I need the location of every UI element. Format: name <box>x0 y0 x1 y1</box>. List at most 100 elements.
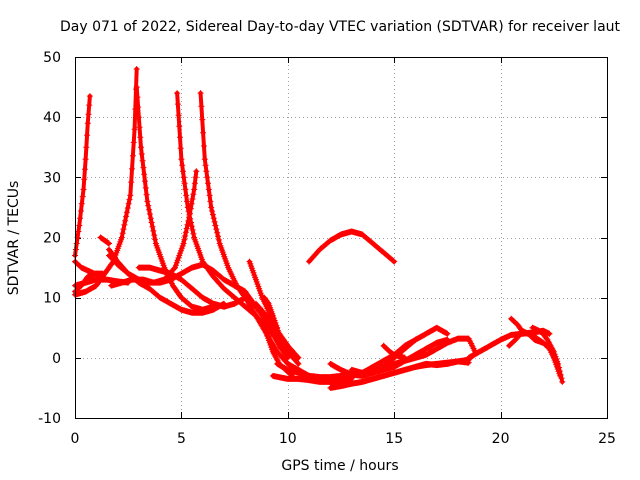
data-point <box>145 199 150 204</box>
data-point <box>266 301 271 306</box>
data-point <box>134 67 139 71</box>
data-point <box>392 364 397 369</box>
data-point <box>317 247 322 252</box>
data-point <box>285 361 290 366</box>
data-point <box>98 235 103 240</box>
data-point <box>413 352 418 357</box>
data-point <box>339 384 343 389</box>
data-point <box>360 232 365 237</box>
data-point <box>317 379 322 384</box>
data-series <box>72 66 566 391</box>
data-point <box>134 85 139 90</box>
data-point <box>209 205 214 210</box>
data-point <box>285 376 290 381</box>
data-point <box>526 331 531 336</box>
data-point <box>173 265 177 270</box>
data-point <box>360 379 365 384</box>
data-point <box>83 157 88 162</box>
data-point <box>349 229 354 234</box>
data-point <box>270 373 275 378</box>
data-point <box>509 316 514 321</box>
data-point <box>264 313 269 318</box>
data-point <box>147 286 152 291</box>
data-point <box>200 310 205 315</box>
data-point <box>360 370 365 375</box>
series-arc-21 <box>306 228 398 265</box>
data-point <box>296 355 301 360</box>
data-point <box>132 127 137 132</box>
data-point <box>536 337 541 342</box>
data-point <box>434 340 439 345</box>
data-point <box>119 280 124 285</box>
data-point <box>85 268 90 273</box>
data-point <box>153 241 158 246</box>
data-point <box>190 310 194 315</box>
data-point <box>192 187 197 192</box>
data-point <box>85 121 90 126</box>
data-point <box>175 91 180 96</box>
data-point <box>477 349 482 354</box>
data-point <box>226 265 231 270</box>
data-point <box>541 340 546 345</box>
data-point <box>402 355 407 360</box>
data-point <box>413 364 418 369</box>
data-point <box>275 325 280 330</box>
x-axis-title: GPS time / hours <box>281 458 398 474</box>
data-point <box>243 289 248 294</box>
data-point <box>247 259 252 264</box>
series-arc-27 <box>412 358 472 370</box>
data-point <box>179 271 184 276</box>
data-point <box>270 349 275 354</box>
data-point <box>275 331 280 336</box>
data-point <box>551 349 556 354</box>
data-point <box>79 265 84 270</box>
data-point <box>536 328 541 333</box>
data-point <box>387 349 392 354</box>
data-point <box>151 280 156 285</box>
data-point <box>107 241 111 246</box>
data-point <box>349 381 354 386</box>
data-point <box>402 343 407 348</box>
data-point <box>434 361 439 366</box>
data-point <box>328 238 333 243</box>
data-point <box>307 259 312 264</box>
data-point <box>285 349 290 354</box>
data-point <box>104 277 109 282</box>
data-point <box>328 385 333 390</box>
data-point <box>392 370 397 375</box>
data-point <box>424 363 429 368</box>
data-point <box>413 337 418 342</box>
data-point <box>107 247 111 252</box>
data-point <box>211 307 216 312</box>
data-point <box>232 301 237 306</box>
data-point <box>119 235 124 240</box>
data-point <box>179 295 184 300</box>
data-point <box>158 268 163 273</box>
data-point <box>100 271 105 276</box>
data-point <box>424 346 429 351</box>
data-point <box>456 359 460 364</box>
data-point <box>147 265 152 270</box>
data-point <box>115 259 120 264</box>
data-point <box>381 373 386 378</box>
data-point <box>560 379 565 384</box>
data-point <box>445 331 450 336</box>
data-point <box>141 277 146 282</box>
data-point <box>211 301 216 306</box>
chart-title: Day 071 of 2022, Sidereal Day-to-day VTE… <box>60 19 621 35</box>
data-point <box>381 367 386 372</box>
series-arc-17 <box>261 294 281 331</box>
data-point <box>530 325 535 330</box>
data-point <box>181 241 186 246</box>
data-point <box>424 352 429 357</box>
x-tick-label: 20 <box>492 431 510 447</box>
data-point <box>232 295 237 300</box>
data-point <box>168 271 173 276</box>
data-point <box>370 370 375 375</box>
data-point <box>126 271 131 276</box>
data-point <box>217 241 222 246</box>
y-tick-label: 0 <box>52 351 61 367</box>
data-point <box>200 259 205 264</box>
data-point <box>547 331 552 336</box>
data-point <box>307 378 312 383</box>
